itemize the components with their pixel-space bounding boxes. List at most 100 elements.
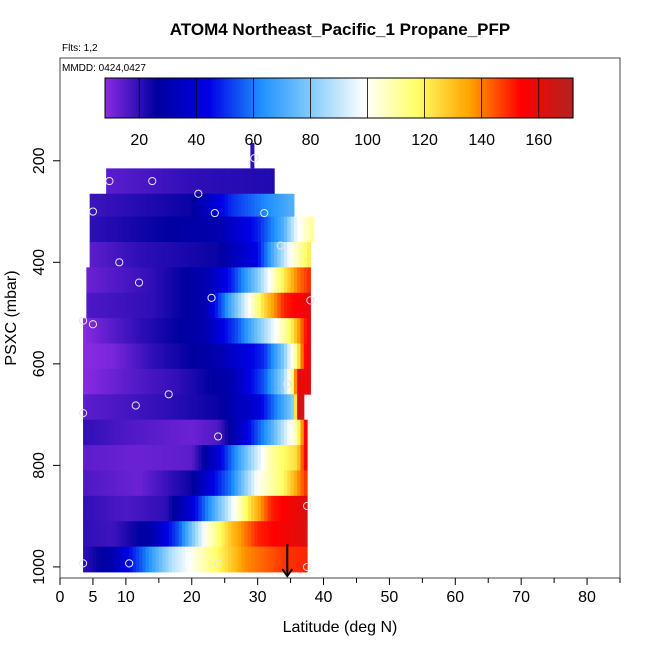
- heatmap-cell: [208, 521, 213, 548]
- colorbar-segment: [145, 78, 149, 118]
- colorbar-segment: [278, 78, 282, 118]
- colorbar-segment: [292, 78, 295, 118]
- heatmap-cell: [172, 292, 176, 319]
- colorbar-segment: [547, 78, 551, 118]
- heatmap-cell: [257, 292, 262, 319]
- colorbar-segment: [498, 78, 502, 118]
- heatmap-cell: [274, 394, 279, 421]
- heatmap-cell: [277, 343, 282, 370]
- heatmap-cell: [106, 216, 111, 243]
- heatmap-cell: [198, 546, 203, 573]
- heatmap-cell: [122, 267, 127, 294]
- spike-bar: [250, 143, 255, 169]
- colorbar-segment: [112, 78, 116, 118]
- heatmap-cell: [224, 368, 229, 395]
- heatmap-cell: [109, 216, 114, 243]
- colorbar-segment: [479, 78, 482, 118]
- heatmap-cell: [284, 216, 288, 243]
- colorbar-segment: [344, 78, 348, 118]
- heatmap-cell: [201, 193, 206, 218]
- heatmap-cell: [178, 318, 183, 344]
- heatmap-cell: [142, 495, 147, 522]
- heatmap-cell: [231, 216, 236, 243]
- heatmap-cell: [247, 419, 252, 446]
- heatmap-cell: [195, 267, 199, 294]
- heatmap-cell: [175, 470, 180, 497]
- profile-spike: [250, 143, 255, 169]
- heatmap-cell: [228, 445, 232, 471]
- heatmap-cell: [303, 343, 308, 370]
- heatmap-cell: [148, 546, 153, 573]
- colorbar-segment: [161, 78, 165, 118]
- heatmap-cell: [303, 318, 308, 344]
- heatmap-cell: [257, 242, 262, 268]
- heatmap-cell: [158, 470, 163, 497]
- colorbar-segment: [327, 78, 330, 118]
- colorbar-segment: [504, 78, 508, 118]
- colorbar-segment: [177, 78, 180, 118]
- heatmap-cell: [135, 419, 140, 446]
- heatmap-cell: [204, 394, 209, 421]
- sample-point: [78, 559, 88, 568]
- colorbar-segment: [438, 78, 441, 118]
- heatmap-cell: [211, 394, 216, 421]
- heatmap-cell: [191, 216, 196, 243]
- heatmap-cell: [201, 242, 206, 268]
- colorbar-segment: [305, 78, 309, 118]
- colorbar-segment: [417, 78, 420, 118]
- colorbar-segment: [553, 78, 557, 118]
- heatmap-cell: [109, 521, 114, 548]
- heatmap-cell: [139, 470, 143, 497]
- heatmap-cell: [168, 368, 173, 395]
- heatmap-cell: [264, 343, 269, 370]
- heatmap-cell: [221, 470, 226, 497]
- heatmap-cell: [221, 318, 226, 344]
- heatmap-cell: [297, 368, 302, 395]
- heatmap-cell: [303, 216, 308, 243]
- heatmap-cell: [119, 368, 124, 395]
- heatmap-cell: [165, 168, 170, 195]
- heatmap-cell: [290, 242, 295, 268]
- heatmap-cell: [89, 193, 94, 218]
- heatmap-cell: [155, 445, 160, 471]
- heatmap-cell: [168, 419, 173, 446]
- heatmap-cell: [257, 445, 262, 471]
- heatmap-cell: [195, 343, 199, 370]
- heatmap-cell: [125, 419, 130, 446]
- heatmap-cell: [132, 242, 137, 268]
- heatmap-cell: [257, 521, 262, 548]
- y-tick-label: 1000: [31, 549, 48, 585]
- heatmap-cell: [254, 267, 259, 294]
- heatmap-cell: [264, 242, 269, 268]
- heatmap-cell: [191, 470, 196, 497]
- heatmap-cell: [247, 216, 252, 243]
- colorbar-segment: [261, 78, 264, 118]
- colorbar-segment: [569, 78, 572, 118]
- heatmap-cell: [178, 546, 183, 573]
- heatmap-cell: [92, 242, 97, 268]
- colorbar-segment: [307, 78, 311, 118]
- colorbar-segment: [186, 78, 190, 118]
- colorbar-segment: [216, 78, 219, 118]
- heatmap-cell: [300, 445, 305, 471]
- heatmap-cell: [165, 216, 170, 243]
- heatmap-cell: [178, 343, 183, 370]
- heatmap-cell: [224, 546, 229, 573]
- heatmap-cell: [290, 546, 295, 573]
- colorbar-segment: [489, 78, 492, 118]
- heatmap-cell: [185, 368, 190, 395]
- heatmap-cell: [198, 168, 203, 195]
- heatmap-cell: [287, 419, 292, 446]
- heatmap-cell: [168, 521, 173, 548]
- heatmap-cell: [214, 521, 219, 548]
- heatmap-cell: [264, 470, 269, 497]
- heatmap-cell: [116, 168, 120, 195]
- heatmap-cell: [112, 394, 117, 421]
- heatmap-cell: [135, 546, 140, 573]
- heatmap-cell: [129, 368, 134, 395]
- heatmap-cell: [277, 546, 282, 573]
- colorbar-segment: [301, 78, 305, 118]
- heatmap-cell: [284, 267, 288, 294]
- colorbar-segment: [282, 78, 285, 118]
- heatmap-cell: [290, 495, 295, 522]
